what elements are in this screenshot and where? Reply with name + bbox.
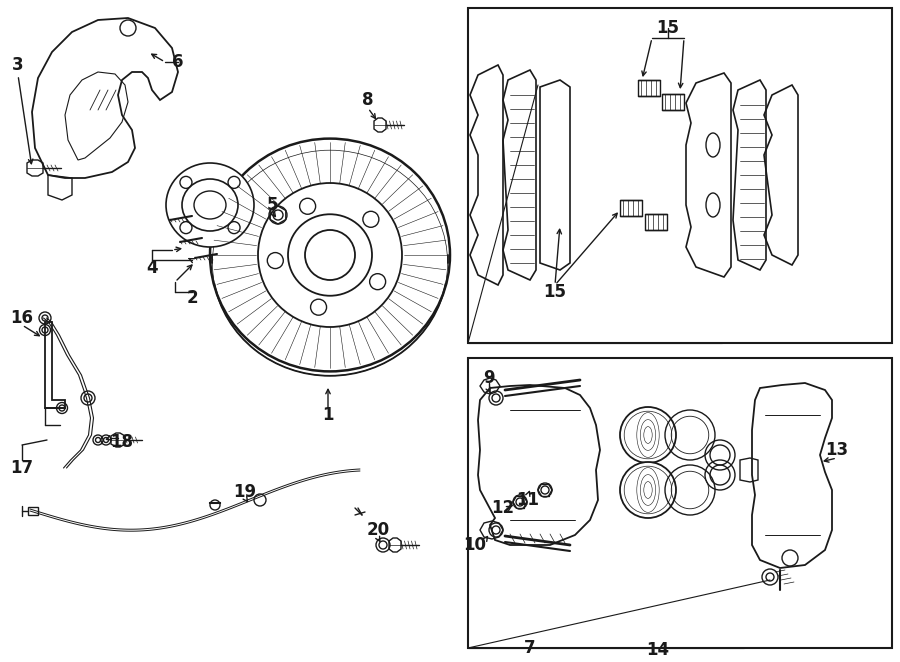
Text: 13: 13: [825, 441, 849, 459]
Text: 5: 5: [266, 196, 278, 214]
Ellipse shape: [182, 179, 238, 231]
Text: 17: 17: [11, 459, 33, 477]
Text: 9: 9: [483, 369, 495, 387]
Circle shape: [620, 407, 676, 463]
Text: 15: 15: [544, 283, 566, 301]
Ellipse shape: [288, 214, 372, 296]
Text: 12: 12: [491, 499, 515, 517]
Text: 15: 15: [656, 19, 680, 37]
Text: 8: 8: [363, 91, 374, 109]
Text: 14: 14: [646, 641, 670, 659]
Text: 6: 6: [172, 53, 184, 71]
Bar: [468, 8, 892, 343]
Text: 3: 3: [13, 56, 23, 74]
Text: 16: 16: [11, 309, 33, 327]
Circle shape: [620, 462, 676, 518]
Bar: [468, 358, 892, 648]
Text: 7: 7: [524, 639, 536, 657]
Text: 11: 11: [517, 491, 539, 509]
Text: 2: 2: [186, 289, 198, 307]
Text: 4: 4: [146, 259, 158, 277]
Text: 1: 1: [322, 406, 334, 424]
Text: 20: 20: [366, 521, 390, 539]
Text: 10: 10: [464, 536, 487, 554]
Text: 18: 18: [111, 433, 133, 451]
Text: 19: 19: [233, 483, 256, 501]
Circle shape: [305, 230, 355, 280]
Ellipse shape: [166, 163, 254, 247]
